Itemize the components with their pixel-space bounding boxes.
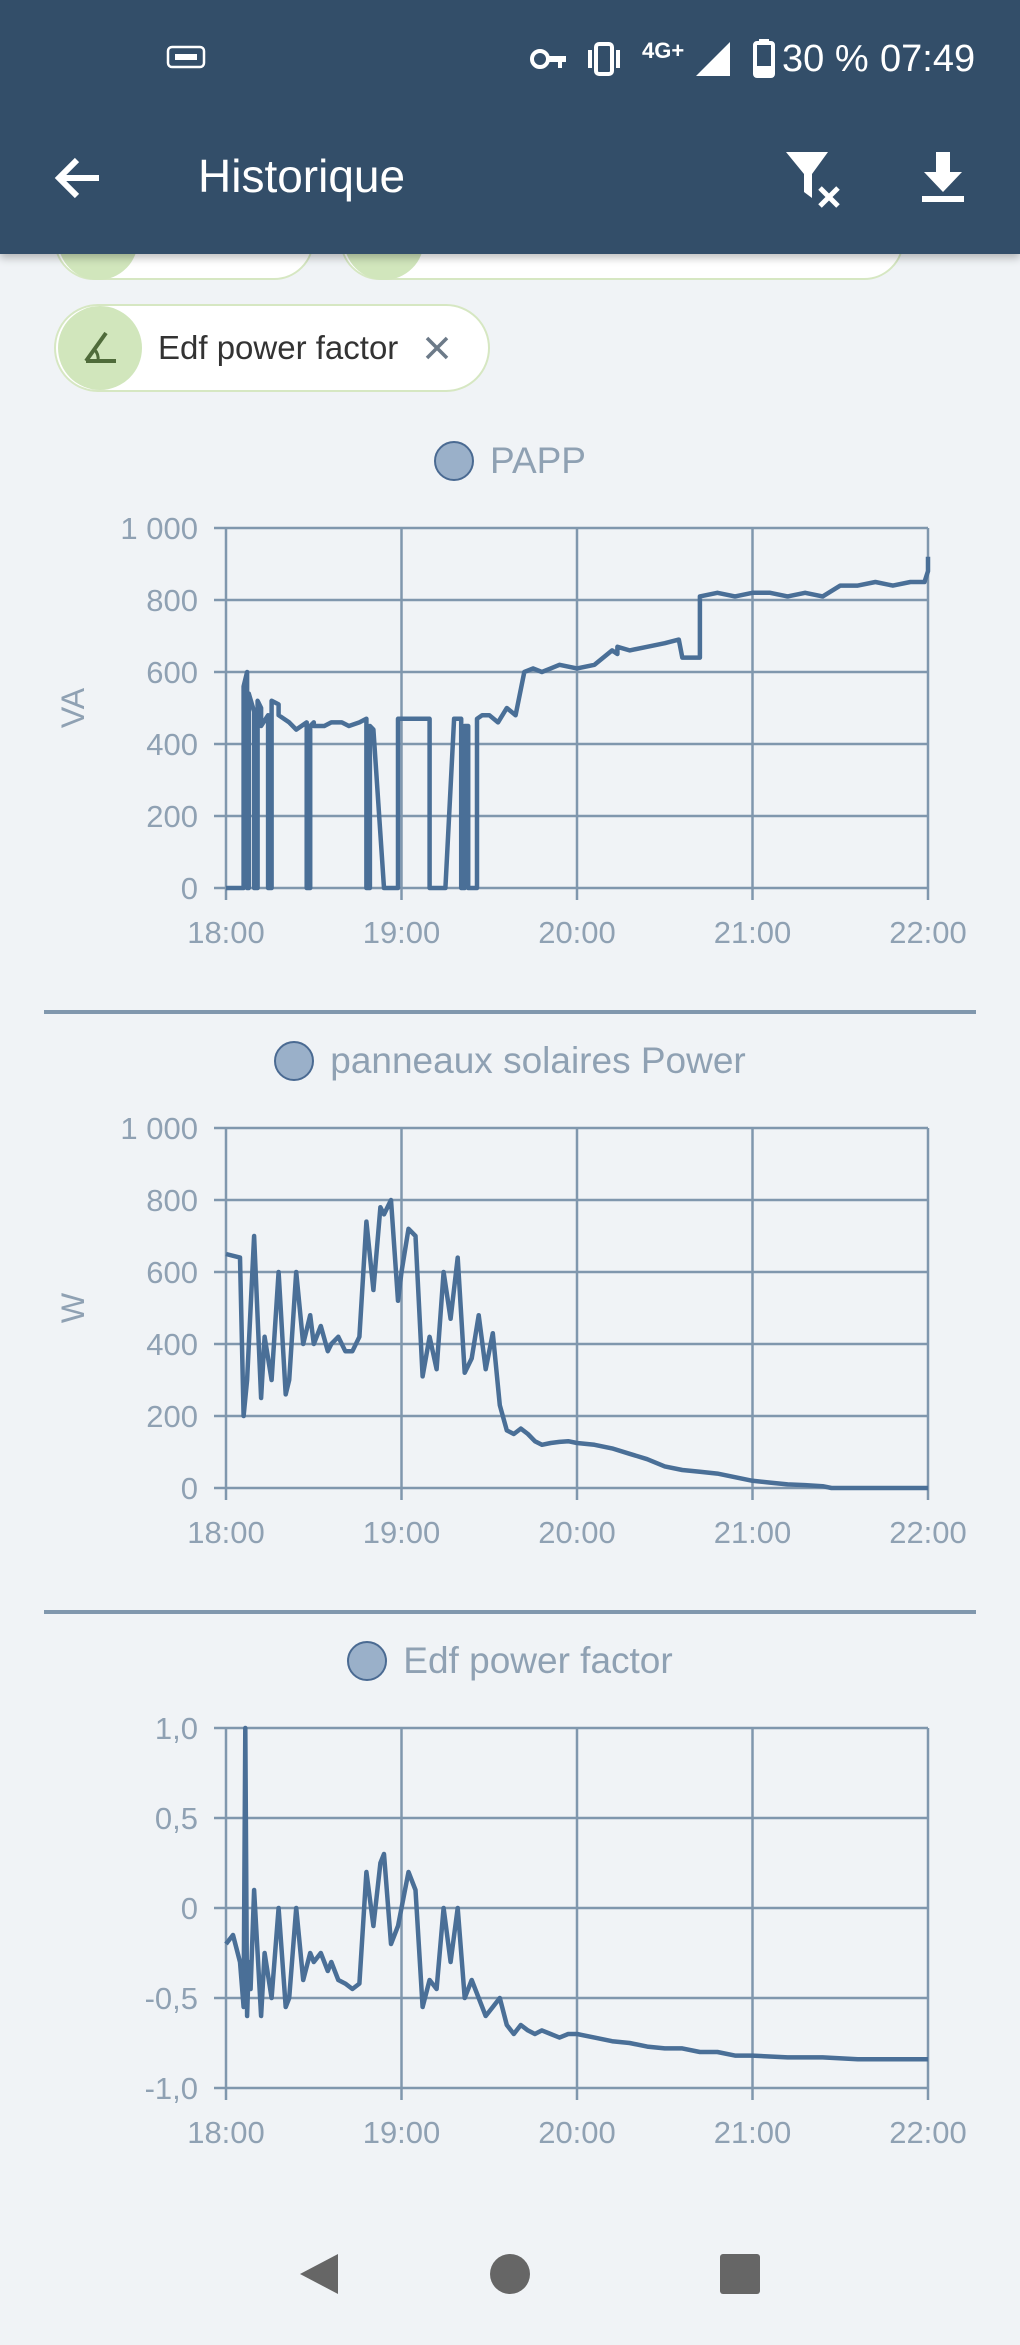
arrow-left-icon[interactable] [50, 150, 106, 206]
y-tick-label: 0 [181, 1891, 198, 1926]
filter-remove-icon[interactable] [782, 148, 846, 210]
y-tick-label: 400 [146, 1327, 198, 1362]
power-factor-chart: -1,0 -0,5 0 0,5 1,0 18:00 19:00 20:00 21:00 22:00 [145, 1711, 967, 2150]
y-tick-label: -0,5 [145, 1981, 198, 2016]
solar-power-chart: 0 200 400 600 800 1 000 18:00 19:00 20:00 21:00 22… [55, 1111, 967, 1550]
x-tick-label: 20:00 [538, 1515, 616, 1550]
chip-label: Edf power factor [158, 329, 399, 366]
clock: 07:49 [880, 38, 976, 80]
x-tick-label: 21:00 [714, 2115, 792, 2150]
papp-chart: 0 200 400 600 800 1 000 18:00 19:00 20:00 21:00 22… [55, 511, 967, 950]
y-tick-label: 200 [146, 799, 198, 834]
close-icon[interactable] [424, 335, 450, 361]
chart-legend[interactable]: panneaux solaires Power [0, 1040, 1020, 1082]
keyboard-icon [166, 44, 206, 70]
y-tick-label: 1,0 [155, 1711, 198, 1746]
chart-title: panneaux solaires Power [330, 1040, 746, 1081]
back-nav-icon [300, 2254, 338, 2294]
legend-swatch [274, 1041, 315, 1081]
x-tick-label: 21:00 [714, 915, 792, 950]
series-line [224, 1725, 928, 2062]
x-tick-label: 19:00 [363, 2115, 441, 2150]
chart-title: Edf power factor [403, 1640, 673, 1681]
y-tick-label: 0 [181, 1471, 198, 1506]
y-tick-label: 1 000 [120, 1111, 198, 1146]
filter-chip-edf-power-factor[interactable]: Edf power factor [54, 304, 490, 392]
legend-swatch [347, 1641, 388, 1681]
x-tick-label: 19:00 [363, 1515, 441, 1550]
x-tick-label: 18:00 [187, 2115, 265, 2150]
y-tick-label: 1 000 [120, 511, 198, 546]
x-tick-label: 19:00 [363, 915, 441, 950]
battery-level: 30 % [782, 38, 869, 80]
y-tick-label: 800 [146, 1183, 198, 1218]
top-app-bar: 4G+ 30 % 07:49 Historique [0, 0, 1020, 254]
divider [44, 1010, 976, 1014]
series-line [226, 556, 931, 891]
series-line [225, 1197, 928, 1491]
y-axis-label: VA [55, 687, 91, 728]
y-tick-label: 0 [181, 871, 198, 906]
chart-title: PAPP [490, 440, 586, 481]
vpn-key-icon [530, 44, 568, 74]
angle-icon [58, 306, 142, 390]
signal-icon [694, 40, 732, 78]
y-axis-label: W [55, 1292, 91, 1323]
legend-swatch [434, 441, 475, 481]
x-tick-label: 20:00 [538, 915, 616, 950]
x-tick-label: 21:00 [714, 1515, 792, 1550]
download-icon[interactable] [918, 150, 968, 204]
y-tick-label: 600 [146, 1255, 198, 1290]
divider [44, 1610, 976, 1614]
x-tick-label: 18:00 [187, 1515, 265, 1550]
home-nav-icon [490, 2254, 530, 2294]
vibrate-icon [584, 40, 624, 78]
battery-icon [752, 38, 776, 78]
page-title: Historique [198, 150, 406, 202]
y-tick-label: 400 [146, 727, 198, 762]
x-tick-label: 22:00 [889, 915, 967, 950]
y-tick-label: 600 [146, 655, 198, 690]
recents-nav-icon [720, 2254, 760, 2294]
x-tick-label: 20:00 [538, 2115, 616, 2150]
chart-legend[interactable]: PAPP [0, 440, 1020, 482]
y-tick-label: -1,0 [145, 2071, 198, 2106]
chart-legend[interactable]: Edf power factor [0, 1640, 1020, 1682]
x-tick-label: 22:00 [889, 1515, 967, 1550]
network-type: 4G+ [642, 38, 685, 63]
x-tick-label: 22:00 [889, 2115, 967, 2150]
status-bar: 4G+ 30 % 07:49 [0, 0, 1020, 118]
y-tick-label: 0,5 [155, 1801, 198, 1836]
system-navigation-bar [0, 2220, 1020, 2340]
y-tick-label: 200 [146, 1399, 198, 1434]
x-tick-label: 18:00 [187, 915, 265, 950]
y-tick-label: 800 [146, 583, 198, 618]
